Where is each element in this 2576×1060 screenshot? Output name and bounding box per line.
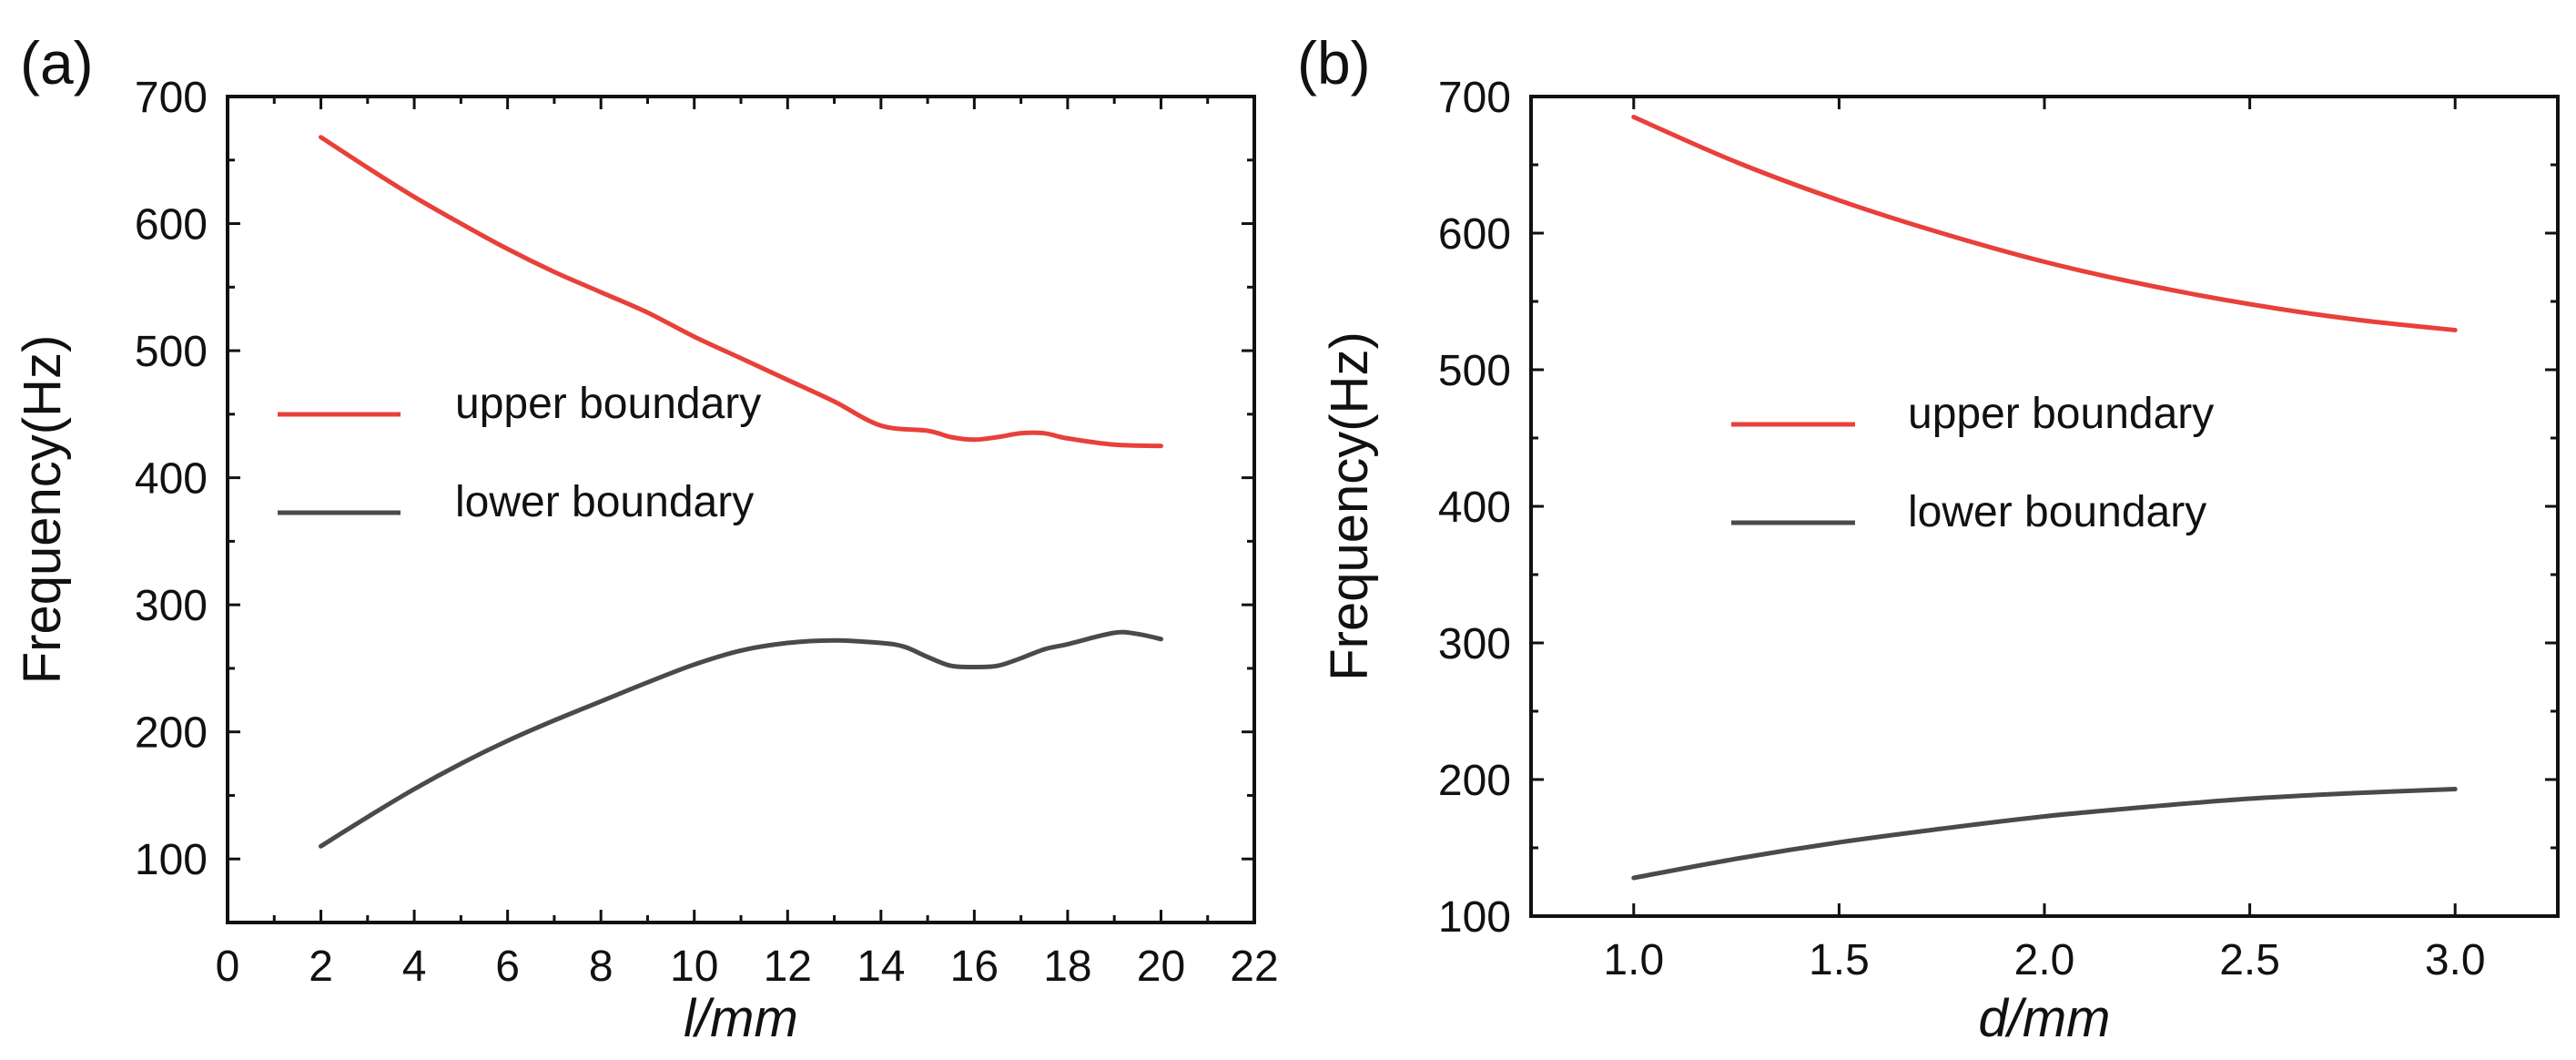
y-tick-label: 600 <box>135 201 208 250</box>
y-tick-label: 200 <box>1438 757 1511 805</box>
y-axis-title: Frequency(Hz) <box>1320 331 1379 681</box>
x-tick-label: 16 <box>950 943 999 991</box>
x-tick-label: 6 <box>495 943 520 991</box>
y-tick-label: 200 <box>135 709 208 758</box>
x-tick-label: 18 <box>1043 943 1091 991</box>
x-tick-label: 2 <box>309 943 333 991</box>
x-tick-label: 1.0 <box>1603 936 1664 984</box>
x-tick-label: 3.0 <box>2425 936 2486 984</box>
y-tick-label: 500 <box>135 328 208 376</box>
x-tick-label: 4 <box>402 943 427 991</box>
plot-frame <box>226 95 1256 924</box>
panel-label: (b) <box>1297 29 1371 97</box>
y-tick-label: 500 <box>1438 347 1511 395</box>
panel-label: (a) <box>20 29 94 97</box>
y-tick-label: 100 <box>135 836 208 884</box>
x-tick-label: 0 <box>216 943 240 991</box>
x-tick-label: 8 <box>589 943 614 991</box>
panel-b: (b) 100 200 300 400 500 600 700 1.0 1.5 2.0 2.5 3.0 u… <box>1297 29 2560 1048</box>
series-line-lower-boundary <box>1631 787 2458 881</box>
series-line-lower-boundary <box>319 629 1163 849</box>
x-tick-label: 12 <box>764 943 812 991</box>
x-tick-label: 1.5 <box>1809 936 1870 984</box>
legend-label: lower boundary <box>1908 488 2206 536</box>
x-axis-title: d/mm <box>1979 989 2111 1048</box>
series-line-upper-boundary <box>319 135 1163 449</box>
y-tick-label: 300 <box>1438 620 1511 668</box>
y-tick-label: 700 <box>135 74 208 122</box>
y-axis-title: Frequency(Hz) <box>13 335 72 685</box>
x-tick-label: 2.0 <box>2014 936 2075 984</box>
legend-label: upper boundary <box>455 380 761 428</box>
y-tick-label: 400 <box>1438 484 1511 532</box>
series-line-upper-boundary <box>1631 115 2458 332</box>
y-tick-label: 300 <box>135 582 208 630</box>
y-tick-label: 400 <box>135 455 208 504</box>
x-tick-label: 20 <box>1137 943 1185 991</box>
legend-label: lower boundary <box>455 478 754 526</box>
y-tick-label: 700 <box>1438 74 1511 122</box>
x-tick-label: 14 <box>857 943 905 991</box>
legend-label: upper boundary <box>1908 390 2214 438</box>
x-axis-title: l/mm <box>684 989 798 1048</box>
y-tick-label: 600 <box>1438 210 1511 259</box>
x-tick-label: 2.5 <box>2219 936 2280 984</box>
x-tick-label: 10 <box>670 943 718 991</box>
x-tick-label: 22 <box>1230 943 1278 991</box>
y-tick-label: 100 <box>1438 893 1511 942</box>
panel-a: (a) 100 200 300 400 500 600 700 0 2 4 6 8 10 12 14 16 18 2… <box>13 29 1279 1048</box>
plot-frame <box>1529 95 2560 918</box>
